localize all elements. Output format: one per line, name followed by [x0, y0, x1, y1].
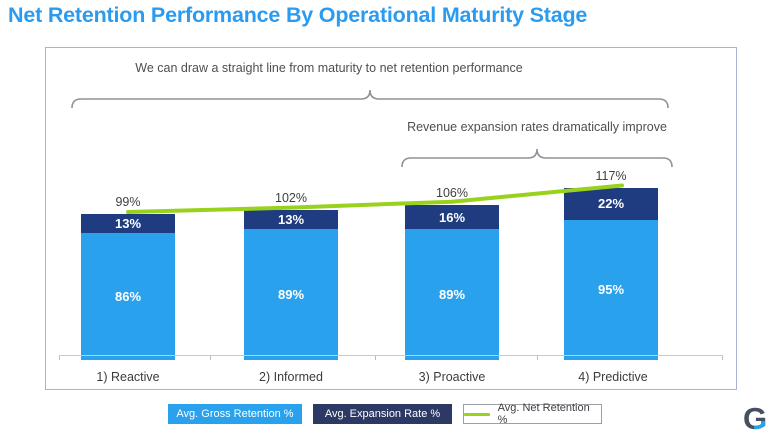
bar-predictive: 117% 22% 95%	[564, 169, 658, 361]
expansion-segment-label: 22%	[597, 196, 625, 212]
expansion-segment-label: 13%	[277, 211, 305, 227]
legend-net-retention: Avg. Net Retention %	[463, 402, 602, 426]
annotation-expansion-improve: Revenue expansion rates dramatically imp…	[407, 120, 667, 134]
gross-segment-label: 95%	[597, 282, 625, 298]
bar-total-label: 102%	[275, 190, 307, 205]
category-label-informed: 2) Informed	[259, 370, 323, 384]
x-axis	[59, 355, 723, 360]
category-label-proactive: 3) Proactive	[418, 370, 486, 384]
annotation-maturity-line: We can draw a straight line from maturit…	[135, 61, 523, 75]
category-label-predictive: 4) Predictive	[578, 370, 648, 384]
category-label-reactive: 1) Reactive	[96, 370, 160, 384]
legend-expansion-rate-label: Avg. Expansion Rate %	[324, 408, 441, 420]
expansion-segment: 13%	[244, 209, 338, 229]
page-title: Net Retention Performance By Operational…	[8, 3, 588, 27]
axis-tick	[59, 356, 60, 360]
gross-segment-label: 89%	[438, 286, 466, 302]
axis-tick	[722, 356, 723, 360]
expansion-segment: 13%	[81, 214, 175, 234]
net-retention-line	[126, 183, 624, 214]
chart-panel: We can draw a straight line from maturit…	[45, 47, 737, 390]
gross-segment: 89%	[405, 228, 499, 360]
g-logo-glyph: G	[743, 401, 768, 436]
plot-area: 99% 13% 86% 102% 13% 89% 106% 16% 89% 11…	[46, 48, 738, 391]
bar-total-label: 106%	[436, 186, 468, 201]
bar-proactive: 106% 16% 89%	[405, 186, 499, 360]
gross-segment-label: 86%	[114, 289, 142, 305]
expansion-segment-label: 16%	[438, 209, 466, 225]
expansion-segment-label: 13%	[114, 216, 142, 232]
legend-net-retention-label: Avg. Net Retention %	[497, 402, 590, 426]
expansion-segment: 22%	[564, 187, 658, 220]
bar-reactive: 99% 13% 86%	[81, 195, 175, 360]
gross-segment: 86%	[81, 233, 175, 360]
bar-total-label: 117%	[595, 168, 627, 183]
brace-full-range-icon	[71, 89, 669, 109]
axis-tick	[210, 356, 211, 360]
gross-segment: 89%	[244, 228, 338, 360]
g-logo: G G	[743, 401, 777, 437]
bar-total-label: 99%	[115, 195, 141, 209]
legend-expansion-rate: Avg. Expansion Rate %	[313, 404, 452, 424]
gross-segment-label: 89%	[277, 286, 305, 302]
legend-gross-retention-label: Avg. Gross Retention %	[176, 408, 294, 420]
axis-tick	[537, 356, 538, 360]
gross-segment: 95%	[564, 219, 658, 360]
bar-informed: 102% 13% 89%	[244, 191, 338, 360]
legend-gross-retention: Avg. Gross Retention %	[168, 404, 302, 424]
green-line-swatch-icon	[464, 412, 490, 416]
expansion-segment: 16%	[405, 205, 499, 229]
g-logo-accent: G	[743, 401, 768, 436]
axis-tick	[375, 356, 376, 360]
brace-proactive-predictive-icon	[401, 148, 673, 168]
